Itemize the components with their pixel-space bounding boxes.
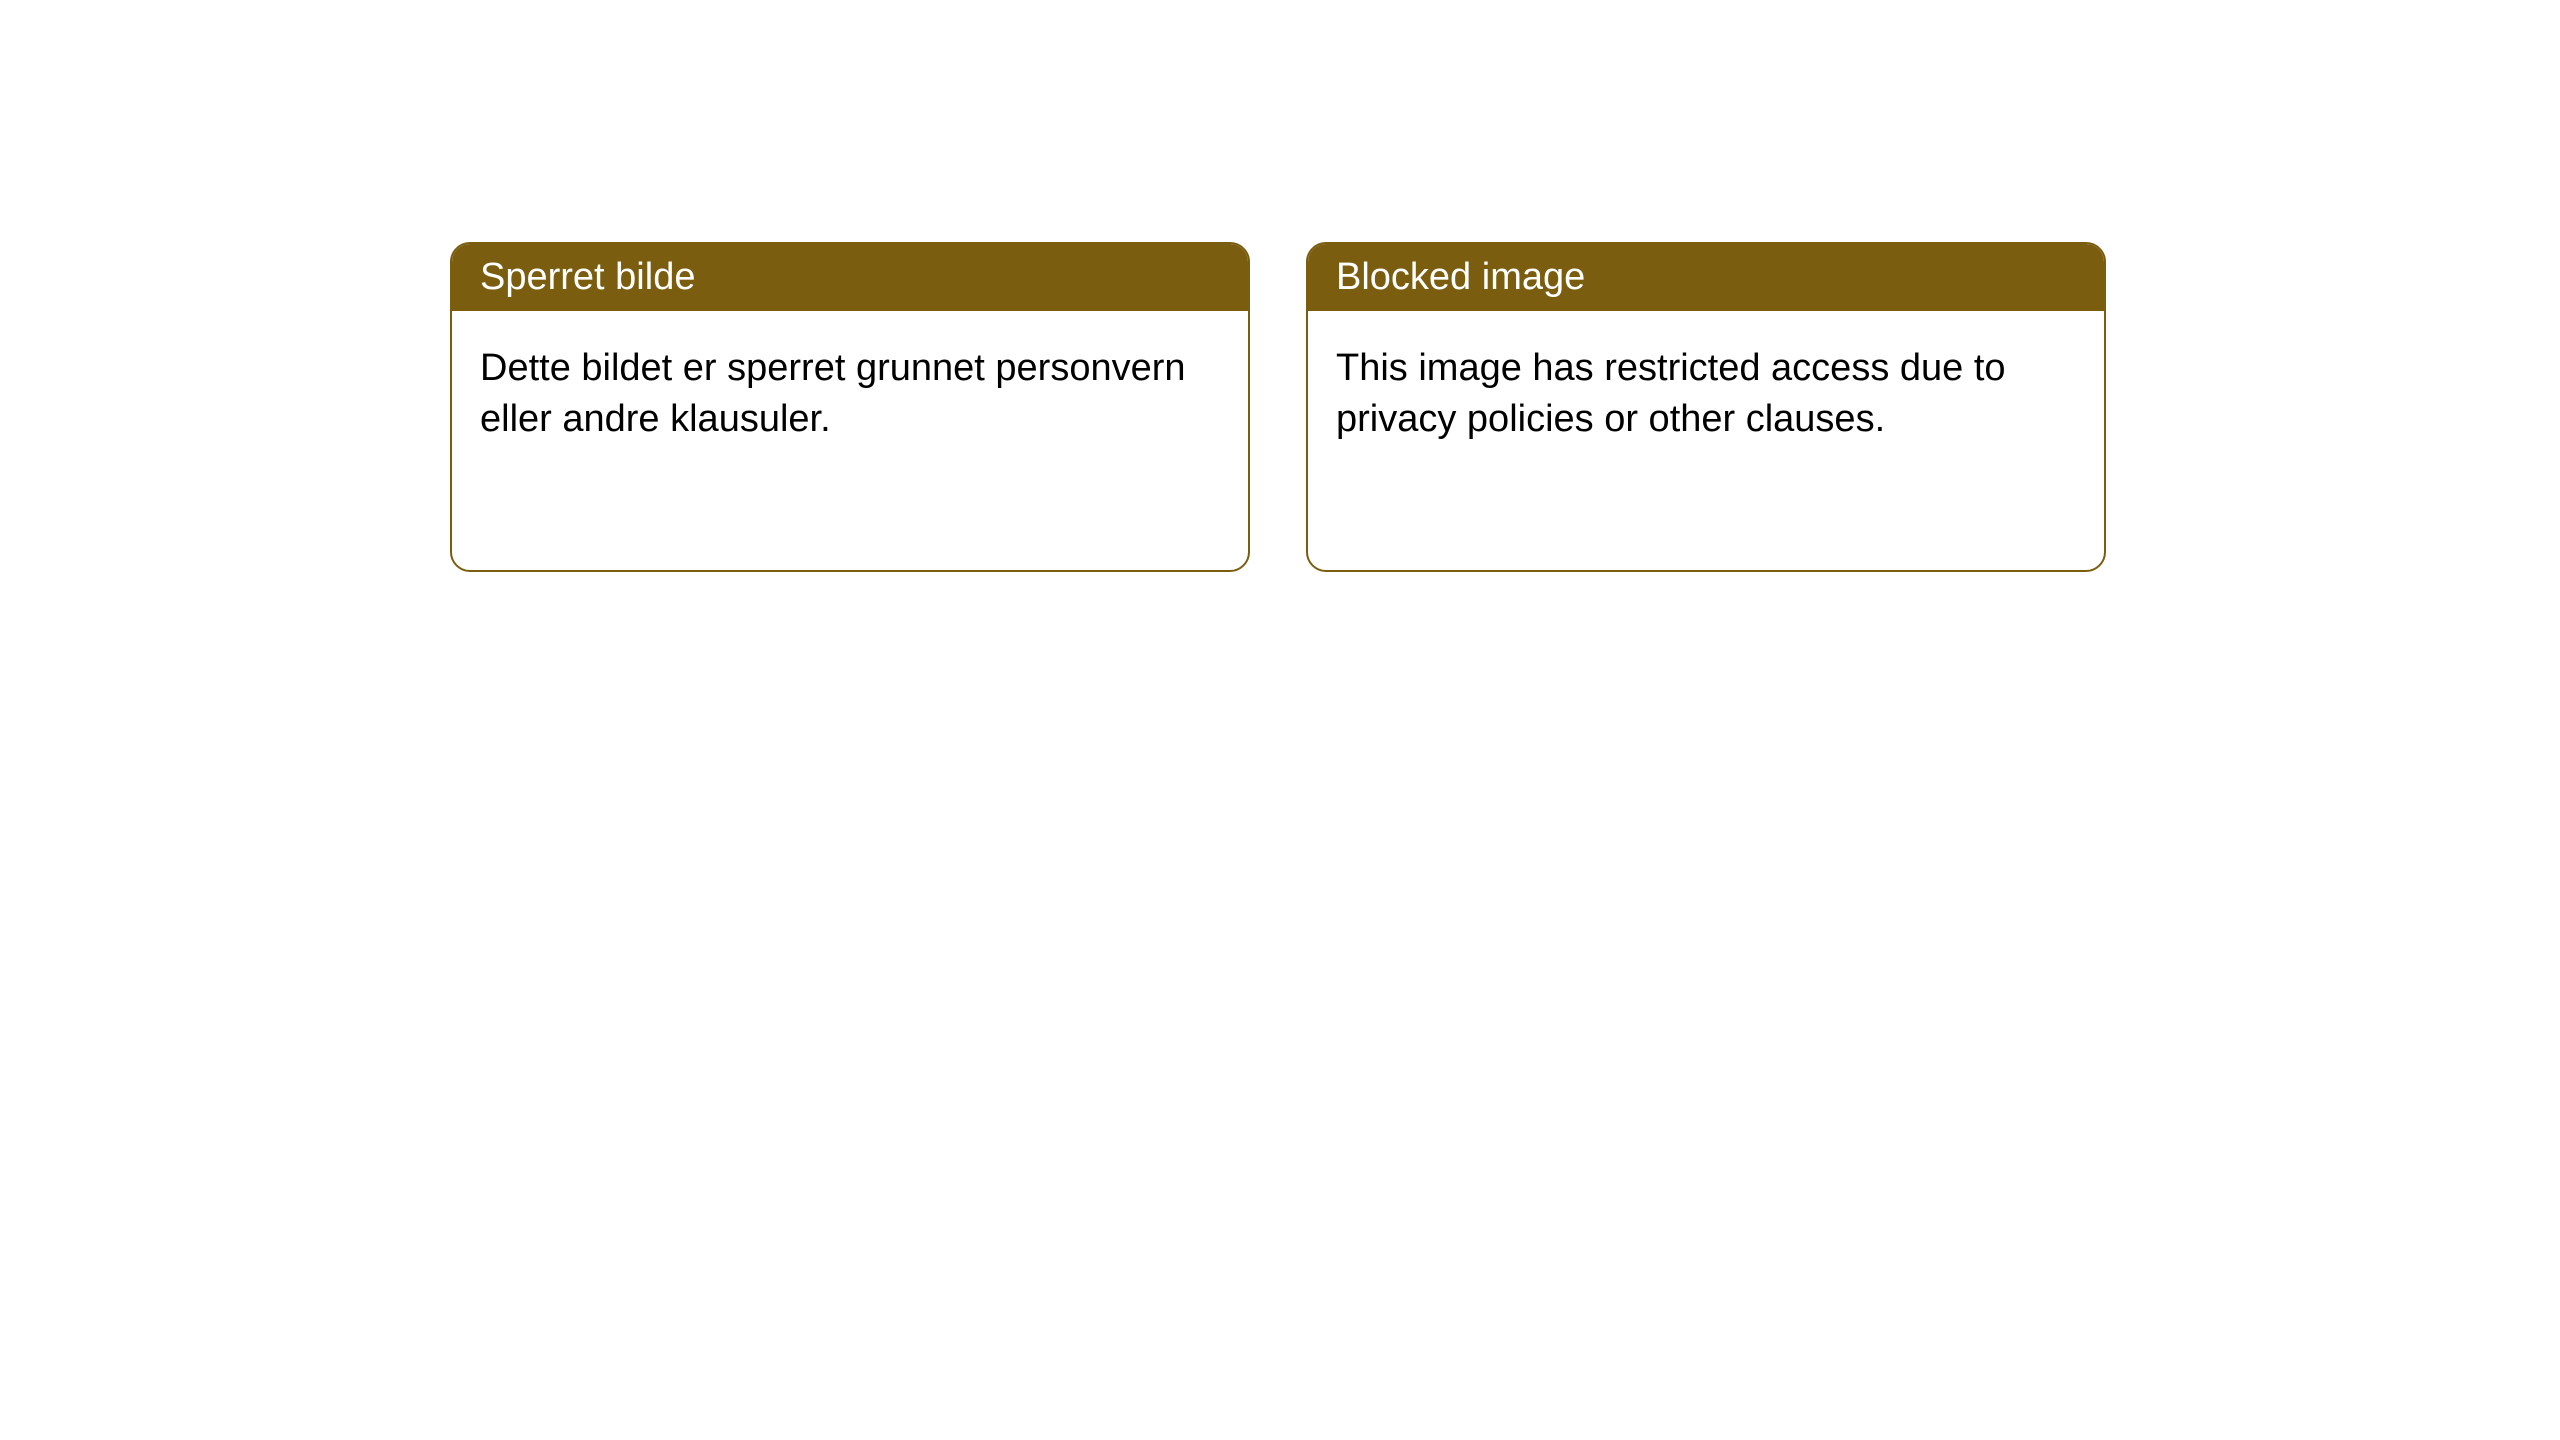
notice-card-norwegian: Sperret bilde Dette bildet er sperret gr… xyxy=(450,242,1250,572)
card-body: Dette bildet er sperret grunnet personve… xyxy=(452,311,1248,478)
notice-container: Sperret bilde Dette bildet er sperret gr… xyxy=(450,242,2106,572)
card-title: Sperret bilde xyxy=(480,256,695,298)
card-header: Sperret bilde xyxy=(452,244,1248,311)
card-body-text: Dette bildet er sperret grunnet personve… xyxy=(480,347,1186,440)
card-body-text: This image has restricted access due to … xyxy=(1336,347,2006,440)
card-body: This image has restricted access due to … xyxy=(1308,311,2104,478)
card-title: Blocked image xyxy=(1336,256,1585,298)
card-header: Blocked image xyxy=(1308,244,2104,311)
notice-card-english: Blocked image This image has restricted … xyxy=(1306,242,2106,572)
